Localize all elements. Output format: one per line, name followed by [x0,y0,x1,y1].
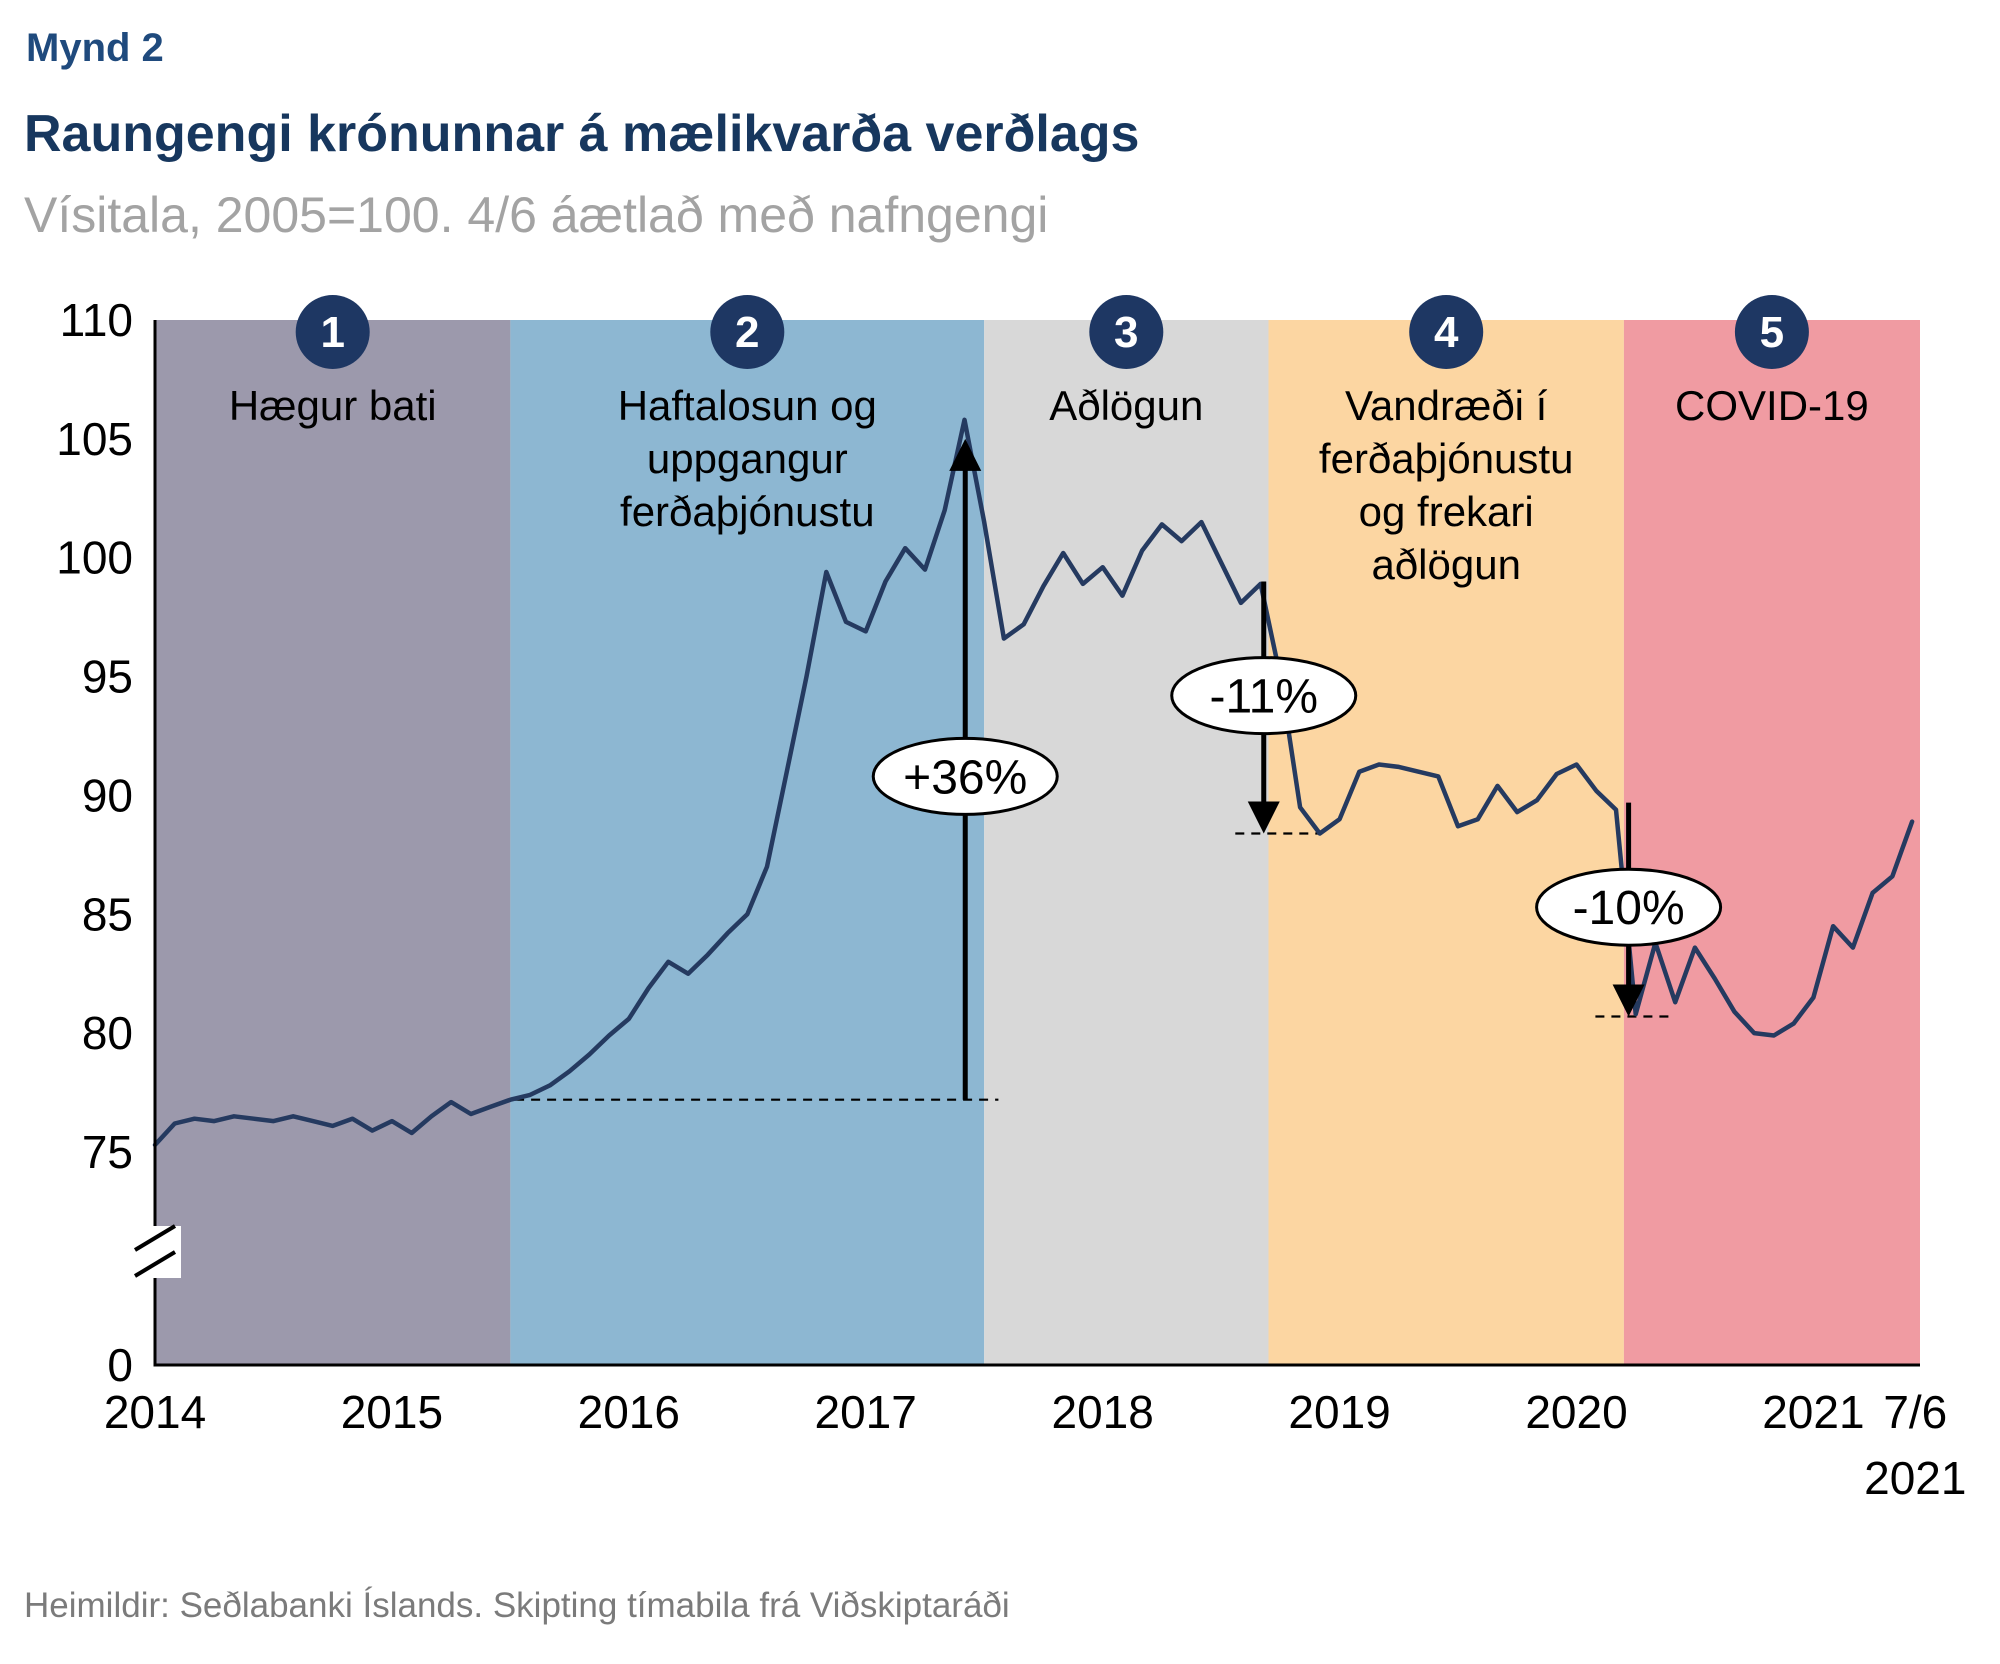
annotation-arrowhead-icon [1247,801,1280,834]
annotation-bubble-label: -11% [1210,671,1319,724]
axis-break-icon [133,1224,177,1252]
annotation-bubble [1170,656,1358,736]
period-badge-2 [710,295,785,369]
chart-subtitle: Vísitala, 2005=100. 4/6 áætlað með nafng… [24,187,1049,243]
annotation-bubble [871,736,1059,816]
period-label-line: Haftalosun og [618,382,877,429]
x-tick-label: 2020 [1525,1386,1627,1438]
annotation-arrowhead-icon [949,438,982,471]
x-tick-label: 7/6 [1883,1386,1947,1438]
period-label-line: Aðlögun [1049,382,1203,429]
period-band-1 [155,320,511,1365]
period-badge-number: 1 [320,308,344,357]
chart-title: Raungengi krónunnar á mælikvarða verðlag… [24,105,1140,163]
figure-label: Mynd 2 [26,26,164,70]
period-label-line: ferðaþjónustu [1319,435,1574,482]
period-badge-number: 5 [1760,308,1784,357]
annotation-bubble [1535,867,1723,947]
period-badge-5 [1734,295,1809,369]
period-label-line: COVID-19 [1675,382,1869,429]
period-label-line: og frekari [1359,488,1534,535]
y-tick-label: 85 [82,888,133,940]
x-tick-label-second-line: 2021 [1864,1452,1966,1504]
period-band-5 [1623,320,1920,1365]
period-label-line: Vandræði í [1345,382,1548,429]
period-badge-number: 2 [735,308,759,357]
annotation-bubble-label: -10% [1573,882,1685,935]
y-tick-label: 75 [82,1126,133,1178]
series-line [152,417,1915,1148]
x-tick-label: 2016 [578,1386,680,1438]
x-tick-label: 2017 [815,1386,917,1438]
period-label-line: ferðaþjónustu [620,488,875,535]
y-tick-label: 105 [56,413,133,465]
period-label-line: aðlögun [1371,541,1520,588]
period-badge-4 [1409,295,1484,369]
y-tick-label: 110 [60,294,133,346]
period-band-3 [984,320,1269,1365]
x-tick-label: 2019 [1288,1386,1390,1438]
y-tick-label-zero: 0 [107,1339,133,1391]
axis-break-icon [133,1250,177,1278]
period-badge-3 [1089,295,1164,369]
source-note: Heimildir: Seðlabanki Íslands. Skipting … [24,1586,1010,1625]
period-band-2 [510,320,985,1365]
annotation-bubble-label: +36% [903,751,1027,804]
annotation-arrowhead-icon [1612,984,1645,1017]
y-tick-label: 80 [82,1007,133,1059]
period-badge-number: 3 [1114,308,1138,357]
period-badge-number: 4 [1434,308,1459,357]
x-tick-label: 2014 [104,1386,206,1438]
period-badge-1 [295,295,370,369]
x-tick-label: 2021 [1762,1386,1864,1438]
x-tick-label: 2015 [341,1386,443,1438]
period-label-line: Hægur bati [229,382,437,429]
period-label-line: uppgangur [647,435,848,482]
y-tick-label: 95 [82,651,133,703]
y-tick-label: 100 [56,532,133,584]
y-tick-label: 90 [82,769,133,821]
period-band-4 [1268,320,1624,1365]
x-tick-label: 2018 [1052,1386,1154,1438]
